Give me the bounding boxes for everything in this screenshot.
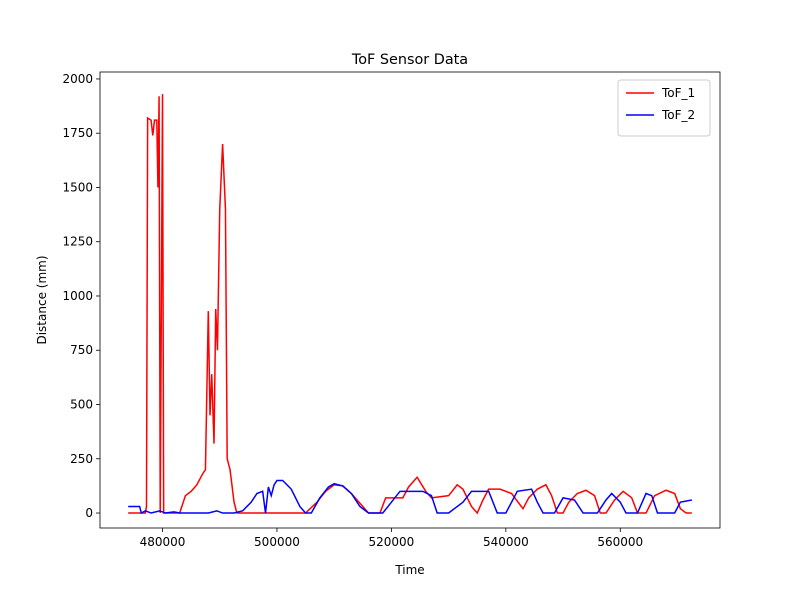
y-tick-label: 1750 — [62, 126, 93, 140]
y-tick-label: 500 — [70, 398, 93, 412]
y-axis-label: Distance (mm) — [35, 255, 49, 344]
plot-frame — [99, 71, 721, 529]
y-tick-label: 750 — [70, 343, 93, 357]
y-tick-label: 2000 — [62, 72, 93, 86]
x-tick-label: 560000 — [597, 535, 643, 549]
y-tick-label: 1250 — [62, 235, 93, 249]
series-line — [128, 479, 692, 515]
x-axis-label: Time — [394, 563, 424, 577]
chart-title: ToF Sensor Data — [351, 52, 468, 68]
x-tick-label: 480000 — [140, 535, 186, 549]
y-tick-label: 1500 — [62, 180, 93, 194]
x-tick-label: 500000 — [254, 535, 300, 549]
y-tick-label: 1000 — [62, 289, 93, 303]
legend-label: ToF_1 — [661, 86, 695, 100]
x-tick-label: 520000 — [368, 535, 414, 549]
y-tick-label: 250 — [70, 452, 93, 466]
legend-box — [617, 79, 711, 137]
series-line — [128, 94, 692, 515]
x-tick-label: 540000 — [483, 535, 529, 549]
y-tick-label: 0 — [85, 506, 93, 520]
legend-label: ToF_2 — [661, 108, 695, 122]
